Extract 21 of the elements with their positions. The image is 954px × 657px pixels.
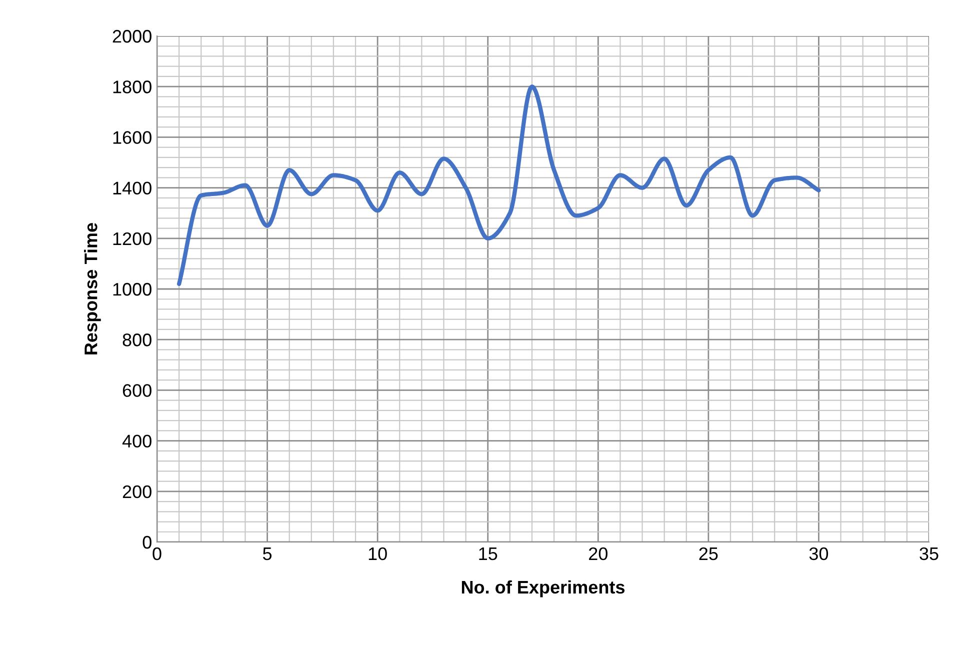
x-tick-label: 0 — [152, 547, 162, 560]
y-tick-label: 400 — [122, 434, 152, 448]
y-axis-title: Response Time — [84, 223, 101, 354]
x-tick-label: 20 — [589, 547, 608, 560]
y-tick-label: 1600 — [113, 131, 152, 144]
y-tick-label: 1200 — [113, 232, 152, 246]
y-tick-label: 200 — [122, 485, 152, 498]
x-tick-label: 10 — [368, 547, 387, 560]
x-tick-label: 35 — [920, 547, 938, 560]
y-tick-label: 1800 — [113, 80, 152, 94]
x-tick-label: 30 — [809, 547, 828, 560]
x-tick-label: 5 — [262, 548, 272, 560]
y-tick-label: 2000 — [112, 30, 152, 43]
y-tick-label: 0 — [142, 536, 152, 549]
y-tick-label: 600 — [122, 384, 152, 397]
x-tick-label: 25 — [699, 547, 718, 560]
y-tick-label: 1400 — [113, 182, 152, 195]
y-tick-label: 800 — [122, 334, 152, 346]
y-tick-label: 1000 — [113, 282, 152, 296]
x-axis-title: No. of Experiments — [462, 580, 625, 598]
x-tick-label: 15 — [479, 548, 498, 560]
